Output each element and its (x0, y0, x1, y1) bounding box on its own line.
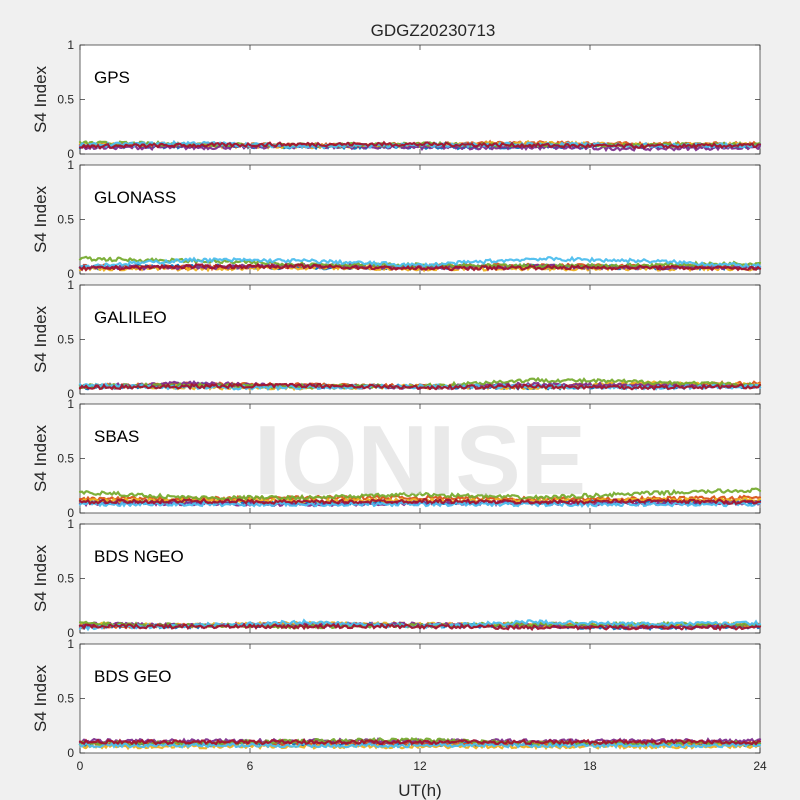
panel-glonass: 0 0.5 1 S4 Index GLONASS (31, 158, 762, 281)
y-tick-label: 0 (67, 387, 74, 401)
y-tick-label: 1 (67, 158, 74, 172)
y-tick-label: 0.5 (57, 93, 74, 107)
series-trace (78, 255, 762, 270)
axes-box (79, 643, 761, 754)
y-tick-label: 0 (67, 746, 74, 760)
series-trace (78, 382, 762, 391)
panel-label: GALILEO (94, 308, 167, 327)
x-tick-label: 0 (77, 759, 84, 773)
y-axis-label: S4 Index (31, 185, 50, 253)
axes-box (79, 523, 761, 634)
axes-box (79, 164, 761, 275)
y-tick-label: 0 (67, 506, 74, 520)
series-trace (78, 500, 762, 509)
panel-label: BDS GEO (94, 667, 171, 686)
series-trace (78, 487, 762, 502)
series-trace (78, 738, 762, 746)
panel-label: SBAS (94, 427, 139, 446)
y-tick-label: 1 (67, 637, 74, 651)
axes-box (79, 44, 761, 155)
x-tick-label: 18 (583, 759, 597, 773)
y-tick-label: 1 (67, 278, 74, 292)
x-tick-label: 6 (247, 759, 254, 773)
y-axis-label: S4 Index (31, 544, 50, 612)
y-axis-label: S4 Index (31, 424, 50, 492)
x-tick-label: 24 (753, 759, 767, 773)
panel-label: GLONASS (94, 188, 176, 207)
y-tick-label: 0.5 (57, 692, 74, 706)
series-trace (78, 262, 762, 272)
y-tick-label: 0 (67, 267, 74, 281)
panel-label: GPS (94, 68, 130, 87)
series-trace (78, 140, 762, 150)
y-tick-label: 0 (67, 147, 74, 161)
x-axis-label: UT(h) (398, 781, 441, 800)
series-trace (78, 497, 762, 506)
y-tick-label: 0.5 (57, 333, 74, 347)
y-tick-label: 1 (67, 517, 74, 531)
panel-gps: 0 0.5 1 S4 Index GPS (31, 38, 762, 161)
y-axis-label: S4 Index (31, 664, 50, 732)
y-tick-label: 0.5 (57, 572, 74, 586)
panel-sbas: 0 0.5 1 S4 Index SBAS (31, 397, 762, 520)
y-tick-label: 0.5 (57, 213, 74, 227)
y-axis-label: S4 Index (31, 65, 50, 133)
panel-bds-ngeo: 0 0.5 1 S4 Index BDS NGEO (31, 517, 762, 640)
panels-group: 0 0.5 1 S4 Index GPS 0 0.5 1 S4 Index GLONASS 0 0.5… (31, 38, 767, 773)
figure-title: GDGZ20230713 (371, 21, 496, 40)
y-tick-label: 1 (67, 38, 74, 52)
axes-box (79, 284, 761, 395)
series-trace (78, 622, 762, 632)
watermark: IONISE (254, 405, 586, 515)
y-tick-label: 0 (67, 626, 74, 640)
panel-galileo: 0 0.5 1 S4 Index GALILEO (31, 278, 762, 401)
y-tick-label: 0.5 (57, 452, 74, 466)
y-axis-label: S4 Index (31, 305, 50, 373)
y-tick-label: 1 (67, 397, 74, 411)
panel-label: BDS NGEO (94, 547, 184, 566)
panel-bds-geo: 0 0.5 1 0 6 12 18 24 S4 Index BDS GEO (31, 637, 767, 773)
x-tick-label: 12 (413, 759, 427, 773)
